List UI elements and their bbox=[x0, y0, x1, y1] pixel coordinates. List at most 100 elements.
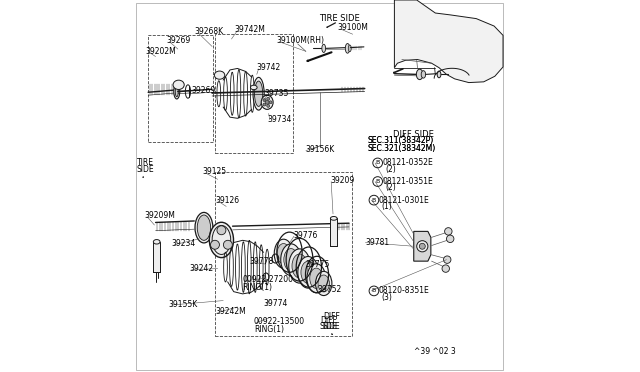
Circle shape bbox=[217, 226, 226, 235]
Text: 39155K: 39155K bbox=[168, 300, 198, 309]
Ellipse shape bbox=[437, 71, 441, 78]
Ellipse shape bbox=[318, 275, 330, 292]
Polygon shape bbox=[394, 0, 503, 83]
Text: 39742M: 39742M bbox=[234, 25, 266, 34]
Text: (1): (1) bbox=[381, 202, 392, 211]
Text: 39209M: 39209M bbox=[145, 211, 175, 220]
Text: 39735: 39735 bbox=[264, 89, 289, 98]
Text: SEC.311(38342P): SEC.311(38342P) bbox=[367, 136, 434, 145]
Ellipse shape bbox=[284, 248, 298, 271]
Text: 39202M: 39202M bbox=[145, 47, 176, 56]
Ellipse shape bbox=[316, 272, 332, 295]
Ellipse shape bbox=[209, 222, 234, 258]
Ellipse shape bbox=[346, 44, 349, 53]
Text: (2): (2) bbox=[385, 165, 396, 174]
Ellipse shape bbox=[298, 257, 318, 288]
Circle shape bbox=[211, 240, 220, 249]
Text: (3): (3) bbox=[381, 293, 392, 302]
Ellipse shape bbox=[417, 69, 423, 80]
Text: 39125: 39125 bbox=[203, 167, 227, 176]
Text: 39100M: 39100M bbox=[338, 23, 369, 32]
Ellipse shape bbox=[301, 261, 316, 283]
Text: 39242: 39242 bbox=[189, 264, 213, 273]
Text: B: B bbox=[372, 288, 376, 294]
Text: SEC.321(38342M): SEC.321(38342M) bbox=[367, 144, 436, 153]
Text: ^39 ^02 3: ^39 ^02 3 bbox=[413, 347, 456, 356]
Text: B: B bbox=[376, 179, 380, 184]
Ellipse shape bbox=[310, 268, 323, 288]
Circle shape bbox=[263, 103, 266, 106]
Circle shape bbox=[419, 243, 425, 249]
Text: RING(1): RING(1) bbox=[254, 325, 284, 334]
Circle shape bbox=[223, 240, 232, 249]
Ellipse shape bbox=[330, 217, 337, 220]
Ellipse shape bbox=[195, 212, 213, 243]
Ellipse shape bbox=[173, 80, 184, 89]
Circle shape bbox=[447, 235, 454, 243]
Ellipse shape bbox=[154, 240, 160, 244]
Text: 39778: 39778 bbox=[250, 257, 273, 266]
Text: 39234: 39234 bbox=[172, 239, 195, 248]
Text: TIRE: TIRE bbox=[137, 158, 154, 167]
Text: TIRE SIDE: TIRE SIDE bbox=[319, 14, 360, 23]
Ellipse shape bbox=[421, 71, 426, 78]
Text: DIFF SIDE: DIFF SIDE bbox=[393, 130, 434, 139]
Circle shape bbox=[267, 97, 269, 100]
Bar bbox=[148, 35, 213, 142]
Bar bbox=[215, 34, 293, 153]
Text: 08121-0351E: 08121-0351E bbox=[383, 177, 433, 186]
Text: SEC.321(38342M): SEC.321(38342M) bbox=[367, 144, 436, 153]
Text: 39126: 39126 bbox=[215, 196, 239, 205]
Circle shape bbox=[269, 101, 272, 104]
Text: 39268K: 39268K bbox=[195, 27, 224, 36]
Circle shape bbox=[445, 228, 452, 235]
Circle shape bbox=[263, 99, 266, 102]
Text: SIDE: SIDE bbox=[320, 322, 338, 331]
Text: 39156K: 39156K bbox=[305, 145, 334, 154]
Ellipse shape bbox=[261, 95, 273, 109]
Ellipse shape bbox=[197, 215, 211, 240]
Text: B: B bbox=[376, 160, 380, 166]
Text: 39752: 39752 bbox=[317, 285, 341, 294]
Polygon shape bbox=[413, 231, 431, 261]
Ellipse shape bbox=[281, 244, 301, 275]
Text: DIFF
SIDE: DIFF SIDE bbox=[323, 312, 340, 331]
Ellipse shape bbox=[322, 44, 326, 52]
Text: 39100M(RH): 39100M(RH) bbox=[276, 36, 324, 45]
Text: DIFF: DIFF bbox=[320, 316, 337, 325]
Ellipse shape bbox=[348, 45, 351, 52]
Ellipse shape bbox=[292, 254, 307, 278]
Ellipse shape bbox=[174, 84, 180, 99]
Text: 39734: 39734 bbox=[267, 115, 292, 124]
Bar bbox=[330, 218, 337, 246]
Ellipse shape bbox=[175, 86, 179, 97]
Text: 39269: 39269 bbox=[166, 36, 191, 45]
Bar bbox=[154, 242, 160, 272]
Ellipse shape bbox=[307, 264, 326, 293]
Circle shape bbox=[266, 100, 269, 104]
Text: RING(1): RING(1) bbox=[243, 283, 273, 292]
Text: 39269: 39269 bbox=[191, 86, 216, 94]
Circle shape bbox=[444, 256, 451, 263]
Text: 08121-0352E: 08121-0352E bbox=[383, 158, 433, 167]
Ellipse shape bbox=[253, 77, 264, 110]
Circle shape bbox=[442, 265, 449, 272]
Text: 00922-27200: 00922-27200 bbox=[243, 275, 294, 284]
Text: 39776: 39776 bbox=[293, 231, 317, 240]
Text: 08120-8351E: 08120-8351E bbox=[379, 286, 429, 295]
Text: 39781: 39781 bbox=[365, 238, 390, 247]
Ellipse shape bbox=[289, 249, 310, 283]
Text: SIDE: SIDE bbox=[137, 165, 155, 174]
Text: 39209: 39209 bbox=[330, 176, 355, 185]
Ellipse shape bbox=[255, 81, 262, 106]
Ellipse shape bbox=[275, 239, 293, 268]
Text: 39775: 39775 bbox=[306, 260, 330, 269]
Ellipse shape bbox=[250, 85, 257, 90]
Text: SEC.311(38342P): SEC.311(38342P) bbox=[367, 136, 434, 145]
Circle shape bbox=[417, 241, 428, 252]
Text: 39742: 39742 bbox=[256, 63, 280, 72]
Circle shape bbox=[267, 105, 269, 108]
Text: 39774: 39774 bbox=[264, 299, 288, 308]
Ellipse shape bbox=[214, 71, 225, 79]
Text: 08121-0301E: 08121-0301E bbox=[379, 196, 429, 205]
